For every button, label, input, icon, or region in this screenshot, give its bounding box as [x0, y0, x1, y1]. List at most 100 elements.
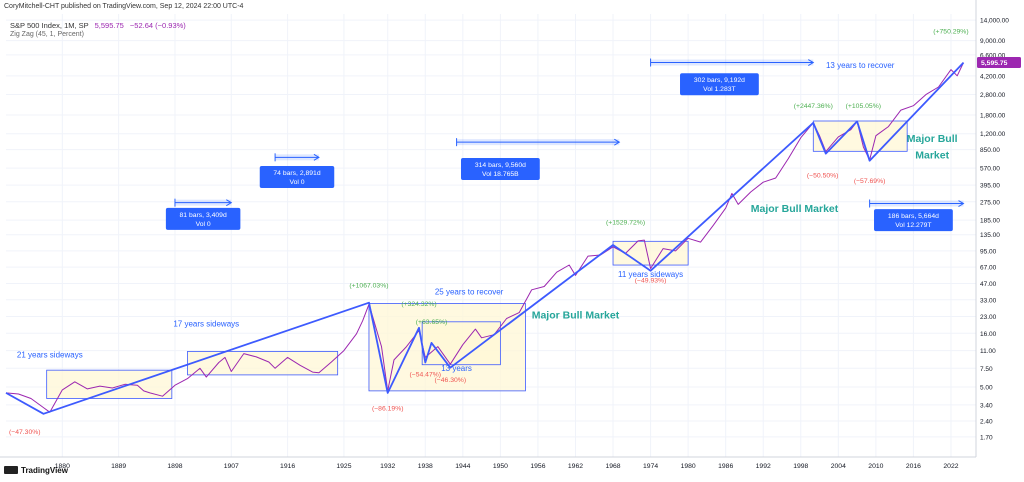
x-tick-label: 1932: [380, 463, 395, 470]
range-info-bars: 314 bars, 9,560d: [475, 162, 526, 169]
y-tick-label: 1,800.00: [980, 112, 1006, 119]
range-arrow: [614, 138, 621, 146]
x-tick-label: 1950: [493, 463, 508, 470]
pct-change-label: (+63.65%): [416, 319, 448, 326]
y-tick-label: 2,800.00: [980, 92, 1006, 99]
x-tick-label: 1998: [793, 463, 808, 470]
pct-change-label: (+324.32%): [401, 301, 436, 308]
x-tick-label: 1986: [718, 463, 733, 470]
y-tick-label: 3.40: [980, 402, 993, 409]
sideways-box: [187, 351, 339, 376]
y-axis[interactable]: 14,000.00 9,000.00 6,600.00 4,200.00 2,800.0…: [977, 18, 1021, 442]
symbol-line: S&P 500 Index, 1M, SP: [10, 21, 89, 30]
y-tick-label: 95.00: [980, 248, 997, 255]
zigzag-series: [5, 61, 965, 415]
y-tick-label: 6,600.00: [980, 52, 1006, 59]
tradingview-logo[interactable]: TradingView: [4, 466, 68, 475]
x-tick-label: 2004: [831, 463, 846, 470]
y-tick-label: 850.00: [980, 147, 1000, 154]
tradingview-brand: TradingView: [21, 466, 68, 475]
zigzag-line: [5, 61, 965, 415]
range-info-box: [165, 207, 241, 230]
range-measures: 81 bars, 3,409d Vol 0 74 bars, 2,891d Vol 0…: [165, 58, 965, 232]
y-tick-label: 185.00: [980, 218, 1000, 225]
x-tick-label: 1916: [280, 463, 295, 470]
y-tick-label: 1,200.00: [980, 131, 1006, 138]
chart-annotation: 17 years sideways: [173, 320, 239, 329]
chart-annotation: 21 years sideways: [17, 350, 83, 359]
pct-change-label: (−54.47%): [410, 371, 442, 378]
y-tick-label: 135.00: [980, 232, 1000, 239]
chart-annotation: Major Bull Market: [532, 310, 620, 322]
pct-change-label: (−46.30%): [435, 377, 467, 384]
range-arrow: [808, 59, 815, 66]
pct-change-label: (−50.50%): [807, 173, 839, 180]
range-info-vol: Vol 0: [196, 221, 211, 228]
range-info-bars: 81 bars, 3,409d: [180, 212, 227, 219]
range-info-vol: Vol 0: [289, 179, 304, 186]
x-axis: 1880 1889 1898 1907 1916 1925 1932 1938 1944 1950…: [55, 463, 959, 470]
chart-annotation: 11 years sideways: [618, 270, 683, 279]
y-tick-label: 570.00: [980, 166, 1000, 173]
x-tick-label: 1907: [224, 463, 239, 470]
chart-annotation: Major Bull: [907, 133, 958, 145]
y-tick-label: 7.50: [980, 366, 993, 373]
x-tick-label: 2010: [868, 463, 883, 470]
pct-change-label: (+105.05%): [846, 103, 881, 110]
x-tick-label: 1962: [568, 463, 583, 470]
y-tick-label: 14,000.00: [980, 18, 1009, 25]
y-tick-label: 395.00: [980, 183, 1000, 190]
publisher-line: CoryMitchell-CHT published on TradingVie…: [4, 3, 244, 10]
current-price-badge: [977, 57, 1021, 69]
range-info-box: [874, 209, 953, 232]
range-info-box: [259, 166, 335, 189]
pct-change-label: (−49.93%): [635, 277, 667, 284]
range-info-bars: 302 bars, 9,192d: [694, 77, 745, 84]
y-tick-label: 9,000.00: [980, 38, 1006, 45]
x-tick-label: 1889: [111, 463, 126, 470]
chart-grid: [0, 0, 977, 458]
pct-change-label: (+750.29%): [933, 28, 968, 35]
x-tick-label: 1880: [55, 463, 70, 470]
chart-annotation: 13 years: [441, 364, 472, 373]
pct-change-label: (+1529.72%): [606, 220, 645, 227]
range-info-box: [460, 157, 540, 180]
y-tick-label: 5.00: [980, 385, 993, 392]
range-info-vol: Vol 18.765B: [482, 171, 519, 178]
chart-annotation: Major Bull Market: [751, 203, 839, 215]
current-price-label: 5,595.75: [981, 60, 1008, 67]
x-tick-label: 1925: [336, 463, 351, 470]
x-tick-label: 1944: [455, 463, 470, 470]
y-tick-label: 23.00: [980, 314, 997, 321]
y-tick-label: 67.00: [980, 265, 997, 272]
pct-change-label: (+2447.36%): [794, 103, 833, 110]
x-tick-label: 2022: [943, 463, 958, 470]
range-arrow: [226, 199, 233, 207]
indicator-line: Zig Zag (45, 1, Percent): [10, 31, 84, 38]
range-info-vol: Vol 12.279T: [895, 222, 931, 229]
x-tick-label: 1938: [418, 463, 433, 470]
y-tick-label: 4,200.00: [980, 73, 1006, 80]
chart-annotation: 13 years to recover: [826, 61, 895, 70]
range-arrow: [313, 153, 320, 161]
y-tick-label: 275.00: [980, 199, 1000, 206]
symbol-quote: S&P 500 Index, 1M, SP 5,595.75 −52.64 (−…: [10, 21, 186, 30]
pct-change-label: (−86.19%): [372, 406, 404, 413]
pct-change-label: (+1067.03%): [349, 283, 388, 290]
x-tick-label: 1956: [530, 463, 545, 470]
pct-change-label: (−47.30%): [9, 429, 41, 436]
range-info-box: [680, 73, 759, 96]
tradingview-logo-icon: [4, 466, 18, 474]
chart-annotation: Market: [915, 150, 949, 162]
chart-annotations: (−47.30%) (+1067.03%) (−86.19%) (+324.32%) (…: [9, 28, 969, 436]
chart-annotation: 25 years to recover: [435, 288, 504, 297]
x-tick-label: 1898: [167, 463, 182, 470]
y-tick-label: 16.00: [980, 331, 997, 338]
range-info-bars: 186 bars, 5,664d: [888, 213, 939, 220]
sideways-boxes: [46, 120, 908, 399]
y-tick-label: 47.00: [980, 281, 997, 288]
y-tick-label: 1.70: [980, 434, 993, 441]
sideways-box: [46, 369, 173, 399]
